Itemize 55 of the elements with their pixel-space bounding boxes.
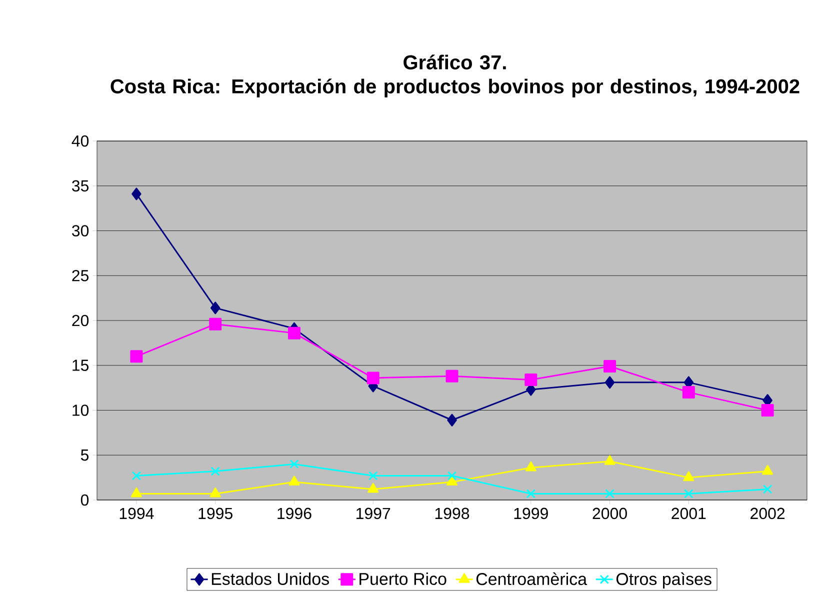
point [682, 386, 695, 399]
point [210, 302, 220, 314]
x-tick-label: 1997 [356, 508, 390, 520]
x-tick-label: 1995 [198, 508, 232, 520]
point [446, 370, 458, 382]
point [130, 350, 143, 363]
chart-title: Gráfico 37. [404, 54, 506, 70]
point [604, 360, 616, 373]
point [368, 482, 379, 493]
point [210, 466, 220, 476]
y-tick-label: 30 [72, 225, 89, 236]
y-tick-label: 15 [72, 360, 89, 371]
point [366, 372, 380, 384]
point [684, 489, 694, 498]
point [132, 471, 142, 480]
y-tick-label: 10 [72, 404, 89, 416]
point [446, 476, 458, 486]
legend-label: Puerto Rico [360, 572, 446, 585]
y-tick-label: 5 [80, 450, 89, 461]
y-tick-label: 0 [80, 494, 89, 506]
x-tick-label: 1999 [514, 508, 548, 520]
point [525, 461, 536, 472]
point [209, 318, 222, 330]
x-tick-label: 1994 [120, 508, 154, 520]
point [210, 487, 221, 498]
y-tick-label: 25 [72, 270, 89, 282]
x-tick-label: 2000 [592, 508, 627, 520]
point [604, 455, 616, 465]
point [761, 404, 774, 416]
legend-label: Otros paìses [616, 572, 712, 588]
point [526, 489, 536, 498]
point [290, 459, 299, 469]
point [368, 471, 378, 480]
point [130, 487, 142, 498]
point [605, 489, 614, 498]
point [132, 188, 142, 200]
point [447, 471, 457, 480]
y-tick-label: 35 [72, 180, 89, 192]
chart-subtitle: Costa Rica: Exportación de productos bovinos por destinos, 1994-2002 [110, 78, 800, 98]
point [683, 471, 694, 482]
point [762, 465, 774, 475]
point [604, 376, 615, 389]
x-tick-label: 2001 [672, 508, 706, 520]
point [447, 414, 457, 426]
point [288, 326, 300, 340]
legend-label: Estados Unidos [212, 572, 329, 585]
y-tick-label: 20 [72, 314, 89, 326]
point [762, 484, 772, 494]
point [288, 476, 300, 486]
x-tick-label: 2002 [750, 508, 785, 520]
point [524, 373, 538, 386]
legend-label: Centroamèrica [476, 572, 588, 586]
x-tick-label: 1996 [278, 508, 312, 520]
x-tick-label: 1998 [435, 508, 470, 520]
y-tick-label: 40 [72, 135, 89, 147]
